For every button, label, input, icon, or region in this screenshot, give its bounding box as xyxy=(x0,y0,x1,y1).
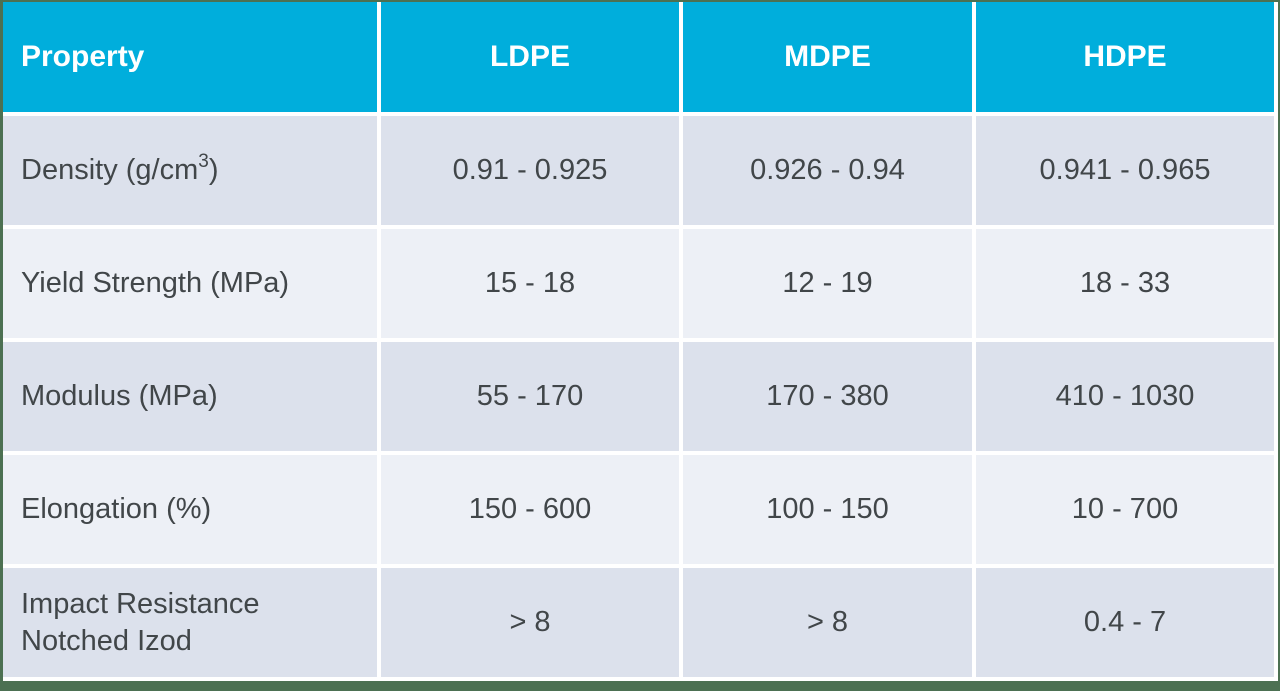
header-cell-property: Property xyxy=(3,2,377,112)
cell-impact-resistance-ldpe: > 8 xyxy=(381,568,679,677)
impact-resistance-label: Impact Resistance Notched Izod xyxy=(21,588,260,657)
cell-yield-strength-mdpe: 12 - 19 xyxy=(683,229,972,338)
cell-modulus-hdpe: 410 - 1030 xyxy=(976,342,1274,451)
cell-elongation-mdpe: 100 - 150 xyxy=(683,455,972,564)
cell-modulus-ldpe: 55 - 170 xyxy=(381,342,679,451)
cell-density-mdpe: 0.926 - 0.94 xyxy=(683,116,972,225)
cell-modulus-property: Modulus (MPa) xyxy=(3,342,377,451)
cell-density-property: Density (g/cm3) xyxy=(3,116,377,225)
cell-elongation-property: Elongation (%) xyxy=(3,455,377,564)
superscript-3: 3 xyxy=(198,150,209,172)
cell-density-hdpe: 0.941 - 0.965 xyxy=(976,116,1274,225)
cell-elongation-ldpe: 150 - 600 xyxy=(381,455,679,564)
cell-yield-strength-property: Yield Strength (MPa) xyxy=(3,229,377,338)
polyethylene-properties-table: Property LDPE MDPE HDPE Density (g/cm3) … xyxy=(3,2,1278,681)
cell-modulus-mdpe: 170 - 380 xyxy=(683,342,972,451)
cell-impact-resistance-hdpe: 0.4 - 7 xyxy=(976,568,1274,677)
header-cell-mdpe: MDPE xyxy=(683,2,972,112)
density-label: Density (g/cm3) xyxy=(21,150,219,187)
header-cell-ldpe: LDPE xyxy=(381,2,679,112)
cell-elongation-hdpe: 10 - 700 xyxy=(976,455,1274,564)
header-cell-hdpe: HDPE xyxy=(976,2,1274,112)
cell-density-ldpe: 0.91 - 0.925 xyxy=(381,116,679,225)
cell-impact-resistance-property: Impact Resistance Notched Izod xyxy=(3,568,377,677)
cell-yield-strength-ldpe: 15 - 18 xyxy=(381,229,679,338)
cell-yield-strength-hdpe: 18 - 33 xyxy=(976,229,1274,338)
cell-impact-resistance-mdpe: > 8 xyxy=(683,568,972,677)
